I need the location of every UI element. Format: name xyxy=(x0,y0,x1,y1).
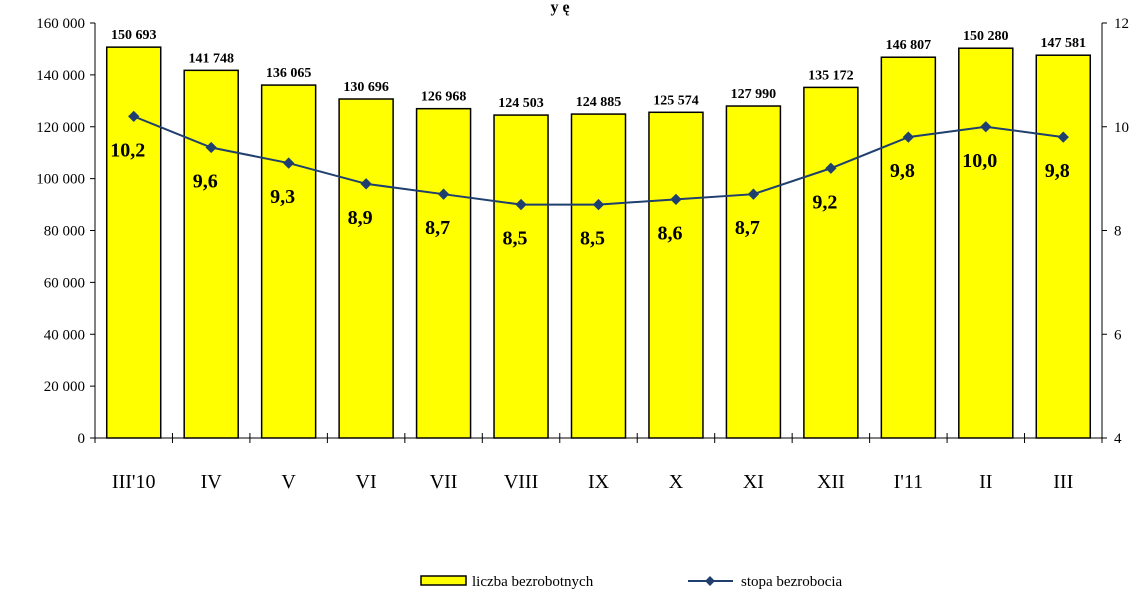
bar xyxy=(648,111,704,439)
rate-value-label: 8,7 xyxy=(735,217,760,239)
bar xyxy=(415,107,472,439)
chart-title-fragment: y ę xyxy=(550,0,569,16)
left-axis: 0 20 000 40 000 60 000 80 000 100 000 120 000 1… xyxy=(36,16,96,447)
category-label: V xyxy=(281,471,296,493)
right-axis-tick-label: 4 xyxy=(1114,431,1122,447)
rate-point xyxy=(747,188,760,200)
bar xyxy=(725,105,782,439)
left-axis-tick-label: 60 000 xyxy=(44,275,85,291)
rate-point xyxy=(1057,131,1069,143)
right-axis-tick-label: 8 xyxy=(1114,224,1122,240)
rate-value-label: 8,5 xyxy=(503,228,528,250)
category-label: II xyxy=(979,471,992,493)
bar xyxy=(570,113,627,439)
bar xyxy=(880,56,937,439)
left-axis-tick-label: 100 000 xyxy=(36,172,85,188)
category-label: VI xyxy=(356,471,377,493)
category-label: IX xyxy=(588,471,610,493)
right-axis-tick-label: 12 xyxy=(1114,16,1129,32)
right-axis: 4 6 8 10 12 xyxy=(1101,16,1129,447)
left-axis-tick-label: 0 xyxy=(78,431,86,447)
right-axis-tick-label: 10 xyxy=(1114,120,1129,136)
category-label: III'10 xyxy=(112,471,156,493)
bar xyxy=(803,86,859,439)
bar-value-label: 150 280 xyxy=(963,29,1009,44)
category-label: XII xyxy=(817,471,845,493)
bar-value-label: 135 172 xyxy=(808,68,854,83)
left-axis-tick-label: 80 000 xyxy=(44,224,85,240)
rate-value-label: 9,2 xyxy=(812,191,837,213)
bar-value-label: 136 065 xyxy=(266,66,312,81)
line-series: 10,2 9,6 9,3 8,9 8,7 8,5 8,5 8,6 8,7 9,2 9,8 10,0 9,… xyxy=(110,110,1070,250)
legend-line-marker xyxy=(705,576,715,586)
bar-value-label: 141 748 xyxy=(188,51,234,66)
rate-point xyxy=(670,193,682,206)
bar xyxy=(1035,54,1092,439)
bar xyxy=(183,69,239,439)
bar-value-label: 124 885 xyxy=(576,95,622,110)
rate-value-label: 8,7 xyxy=(425,217,450,239)
bar-value-label: 124 503 xyxy=(498,96,544,111)
rate-point xyxy=(825,162,837,174)
rate-value-label: 9,8 xyxy=(1045,160,1070,182)
rate-value-label: 10,2 xyxy=(110,139,145,161)
left-axis-tick-label: 40 000 xyxy=(44,327,85,343)
rate-point xyxy=(437,188,450,200)
category-label: III xyxy=(1053,471,1073,493)
bar xyxy=(493,114,549,439)
rate-value-label: 8,6 xyxy=(657,222,682,244)
bar xyxy=(105,46,162,439)
bar-value-label: 127 990 xyxy=(731,87,777,102)
category-label: VIII xyxy=(504,471,538,493)
rate-value-label: 9,8 xyxy=(890,160,915,182)
legend-bar-label: liczba bezrobotnych xyxy=(472,574,594,590)
bar-value-label: 147 581 xyxy=(1041,36,1087,51)
rate-point xyxy=(592,198,605,211)
rate-value-label: 9,6 xyxy=(193,171,218,193)
category-label: I'11 xyxy=(894,471,924,493)
rate-point xyxy=(282,157,295,169)
left-axis-tick-label: 20 000 xyxy=(44,379,85,395)
rate-value-label: 10,0 xyxy=(962,150,997,172)
category-label: X xyxy=(669,471,684,493)
bar-value-label: 130 696 xyxy=(343,80,389,95)
bar-series: 150 693 141 748 136 065 130 696 126 968 124 5… xyxy=(105,28,1092,439)
category-label: XI xyxy=(743,471,764,493)
bar-value-label: 126 968 xyxy=(421,90,467,105)
legend-bar-swatch xyxy=(420,575,467,586)
left-axis-tick-label: 140 000 xyxy=(36,68,85,84)
rate-value-label: 9,3 xyxy=(270,186,295,208)
rate-point xyxy=(902,131,915,143)
bar-value-label: 150 693 xyxy=(111,28,157,43)
left-axis-tick-label: 120 000 xyxy=(36,120,85,136)
bar-value-label: 146 807 xyxy=(886,38,932,53)
legend: liczba bezrobotnych stopa bezrobocia xyxy=(420,574,843,590)
rate-value-label: 8,5 xyxy=(580,228,605,250)
right-axis-tick-label: 6 xyxy=(1114,327,1122,343)
bar xyxy=(958,47,1014,439)
category-label: VII xyxy=(430,471,458,493)
legend-line-label: stopa bezrobocia xyxy=(741,574,843,590)
rate-value-label: 8,9 xyxy=(348,207,373,229)
left-axis-tick-label: 160 000 xyxy=(36,16,85,32)
rate-point xyxy=(515,198,527,211)
bar xyxy=(260,84,317,439)
rate-point xyxy=(360,178,372,190)
x-axis: III'10 IV V VI VII VIII IX X XI XII I'11 II III xyxy=(94,433,1103,493)
bar xyxy=(338,98,394,439)
category-label: IV xyxy=(201,471,223,493)
rate-point xyxy=(205,141,217,154)
bar-value-label: 125 574 xyxy=(653,93,699,108)
